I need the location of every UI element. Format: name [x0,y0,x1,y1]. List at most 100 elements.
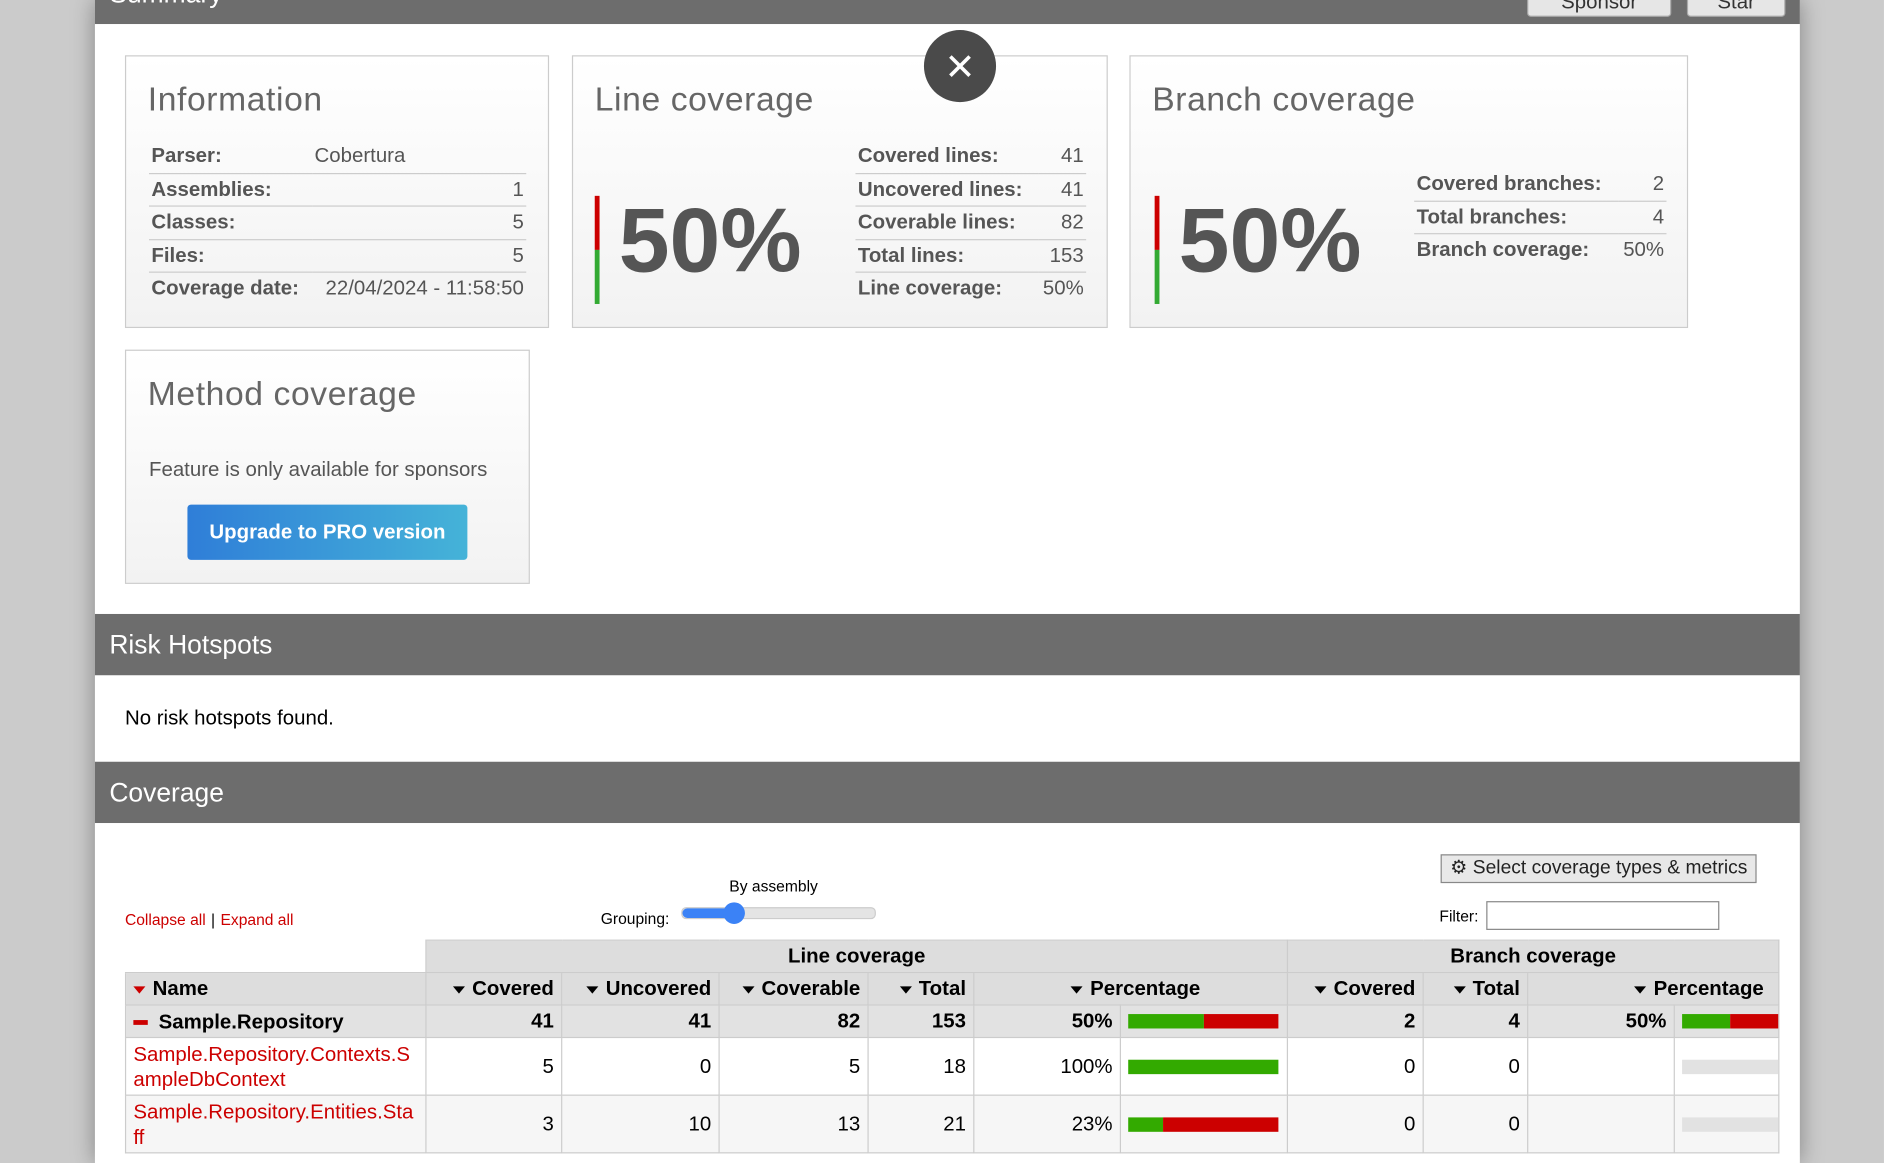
column-label: Percentage [1653,976,1764,1000]
section-title: Coverage [109,777,224,808]
covered-part [1154,249,1160,304]
coverage-bar [1682,1014,1779,1029]
coverage-bar [1128,1014,1279,1029]
sort-icon [899,985,912,994]
row-value: 5 [312,206,527,240]
sort-icon [586,985,599,994]
bar-cell [1120,1094,1289,1154]
value-cell: 10 [561,1094,720,1154]
summary-row: Covered branches: 2 [1414,168,1667,202]
value-cell: 0 [1422,1094,1529,1154]
row-label: Branch coverage: [1416,238,1590,262]
line-coverage-table: Covered lines: 41 Uncovered lines: 41 Covera… [855,140,1087,305]
column-header[interactable]: Percentage [1527,972,1780,1006]
hotspots-text: No risk hotspots found. [124,706,334,730]
row-label: Parser: [148,140,313,174]
coverage-bar [1128,1116,1279,1132]
column-header[interactable]: Percentage [973,972,1289,1006]
column-label: Coverable [761,976,861,1000]
value-cell [1527,1094,1675,1154]
row-value: 50% [1623,238,1665,262]
sort-icon [742,985,755,994]
column-header[interactable]: Covered [425,972,563,1006]
summary-row: Total branches: 4 [1414,200,1667,235]
column-label: Total [918,976,967,1000]
value-cell: 50% [1527,1004,1675,1039]
line-coverage-card: Line coverage 50% Covered lines: 41 Uncove… [571,55,1108,329]
information-card: Information Parser: Cobertura Assemblies: 1… [124,55,550,329]
row-label: Covered branches: [1414,168,1619,202]
branch-coverage-table: Covered branches: 2 Total branches: 4 Branch… [1414,168,1667,266]
summary-row: Parser: Cobertura [148,140,527,174]
collapse-all[interactable]: Collapse all [124,910,206,929]
coverage-percent: 50% [1178,189,1362,292]
coverage-indicator [594,195,600,304]
column-header[interactable]: Total [1422,972,1529,1006]
row-name: Sample.Repository [158,1009,344,1033]
grouping-label: Grouping: [600,909,670,928]
data-row: Sample.Repository.Contexts.SampleDbConte… [124,1036,1780,1096]
summary-row: Uncovered lines: 41 [855,173,1087,207]
method-coverage-card: Method coverage Feature is only availabl… [124,349,530,584]
column-header[interactable]: Name [124,972,427,1006]
slider-thumb[interactable] [723,902,745,924]
uncovered-part [594,195,600,250]
row-name[interactable]: Sample.Repository.Contexts.SampleDbConte… [133,1042,410,1091]
row-value: 50% [1042,276,1084,300]
metrics-button[interactable]: ⚙ Select coverage types & metrics [1440,854,1758,884]
covered-bar [1128,1014,1204,1029]
name-cell[interactable]: Sample.Repository.Entities.Staff [124,1094,427,1154]
close-button[interactable] [923,30,997,103]
upgrade-button[interactable]: Upgrade to PRO version [187,504,468,560]
group-header: Line coverage [425,939,1289,974]
column-label: Uncovered [605,976,712,1000]
value-cell: 41 [425,1004,563,1039]
sort-icon [1314,985,1327,994]
column-header[interactable]: Coverable [718,972,869,1006]
row-value: 4 [1618,200,1667,235]
filter-label: Filter: [1439,907,1479,926]
card-title: Branch coverage [1152,80,1416,118]
summary-title: Summary [109,0,222,8]
covered-bar [1128,1116,1163,1132]
column-label: Name [152,976,209,1000]
row-name[interactable]: Sample.Repository.Entities.Staff [133,1099,414,1149]
summary-header: Summary [94,0,1800,25]
row-value: 1 [312,173,527,207]
information-table: Parser: Cobertura Assemblies: 1 Classes: 5 Fil… [148,140,527,305]
bar-cell [1674,1036,1780,1096]
row-label: Coverage date: [151,276,299,300]
summary-row: Covered lines: 41 [855,140,1087,174]
column-header[interactable]: Total [867,972,975,1006]
collapse-icon[interactable] [133,1020,148,1025]
value-cell: 0 [1286,1036,1424,1096]
uncovered-part [1154,195,1160,250]
name-cell[interactable]: Sample.Repository.Contexts.SampleDbConte… [124,1036,427,1096]
coverage-table: Line coverage Branch coverage Name Covered U… [124,939,1780,1154]
column-header[interactable]: Uncovered [561,972,720,1006]
value-cell: 21 [867,1094,975,1154]
name-cell[interactable]: Sample.Repository [124,1004,427,1039]
row-label: Uncovered lines: [855,173,1038,207]
grouping-slider[interactable] [681,902,876,924]
covered-part [594,249,600,304]
sponsor-button[interactable]: Sponsor [1527,0,1672,17]
data-row: Sample.Repository 41 41 82 153 50% 2 4 50% [124,1004,1780,1039]
row-value: 153 [1037,239,1087,273]
filter-input[interactable] [1486,901,1720,930]
empty-bar [1682,1116,1779,1132]
star-button[interactable]: Star [1686,0,1786,17]
section-header: Risk Hotspots [94,613,1800,676]
row-value: 2 [1618,168,1667,202]
row-label: Files: [148,239,313,273]
uncovered-bar [1162,1116,1279,1132]
value-cell [1527,1036,1675,1096]
column-label: Percentage [1090,976,1201,1000]
expand-all[interactable]: Expand all [220,910,294,929]
sort-icon [1070,985,1083,994]
column-header[interactable]: Covered [1286,972,1424,1006]
header-row: Name Covered Uncovered Coverable Total Percen… [124,972,1780,1006]
covered-bar [1682,1014,1731,1029]
column-label: Covered [472,976,554,1000]
summary-row: Branch coverage: 50% [1414,234,1666,266]
